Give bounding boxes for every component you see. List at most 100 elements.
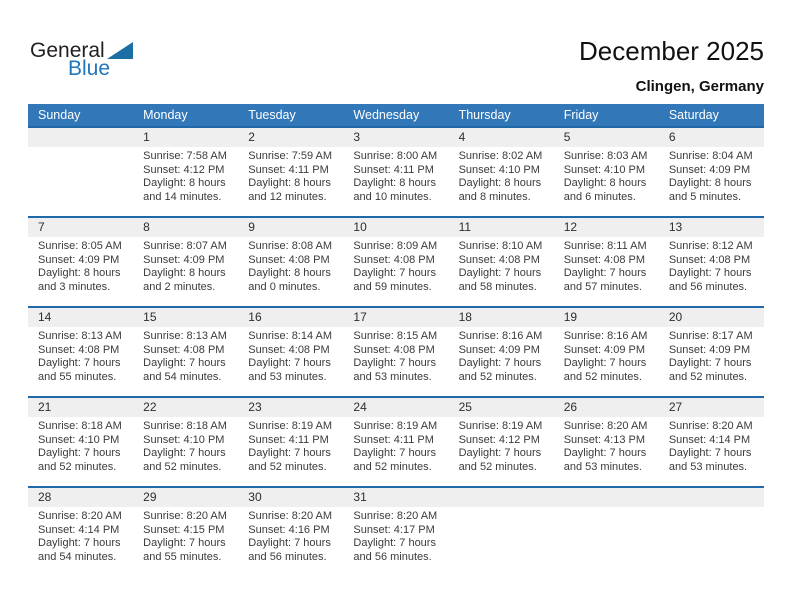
day-details: Sunrise: 8:18 AM Sunset: 4:10 PM Daylight:… [133, 417, 238, 474]
day-number-band: 8 [133, 218, 239, 237]
daylight-text-line2: and 52 minutes. [143, 460, 222, 473]
day-number: 23 [248, 400, 262, 414]
sunset-text: Sunset: 4:11 PM [248, 433, 329, 446]
day-cell: 9 Sunrise: 8:08 AM Sunset: 4:08 PM Daylight… [238, 216, 344, 307]
week-row: 14 Sunrise: 8:13 AM Sunset: 4:08 PM Dayligh… [28, 306, 764, 397]
day-number-band: 3 [343, 128, 449, 147]
daylight-text-line2: and 57 minutes. [563, 280, 642, 293]
day-number-band: 19 [553, 308, 659, 327]
sunrise-text: Sunrise: 8:20 AM [143, 510, 227, 522]
sunrise-text: Sunrise: 8:20 AM [248, 510, 333, 522]
empty-day-cell [658, 486, 764, 576]
sunrise-text: Sunrise: 8:19 AM [353, 420, 438, 432]
daylight-text-line2: and 54 minutes. [143, 370, 222, 383]
general-blue-logo: General Blue [30, 40, 133, 80]
sunrise-text: Sunrise: 8:17 AM [668, 330, 753, 342]
day-cell: 10 Sunrise: 8:09 AM Sunset: 4:08 PM Dayligh… [343, 216, 449, 307]
day-cell: 7 Sunrise: 8:05 AM Sunset: 4:09 PM Daylight… [28, 216, 134, 307]
empty-day-cell [28, 126, 134, 217]
sunrise-text: Sunrise: 8:19 AM [458, 420, 543, 432]
day-number: 31 [353, 490, 367, 504]
sunrise-text: Sunrise: 8:20 AM [38, 510, 122, 522]
sunset-text: Sunset: 4:15 PM [143, 523, 225, 536]
sunset-text: Sunset: 4:13 PM [563, 433, 646, 446]
day-number-band: 7 [28, 218, 134, 237]
daylight-text-line2: and 8 minutes. [458, 190, 531, 203]
daylight-text-line1: Daylight: 8 hours [143, 267, 226, 279]
sunrise-text: Sunrise: 8:05 AM [38, 240, 122, 252]
weekday-header-friday: Friday [553, 104, 659, 127]
daylight-text-line2: and 52 minutes. [668, 370, 748, 383]
sunrise-text: Sunrise: 8:08 AM [248, 240, 333, 252]
calendar-header: Sunday Monday Tuesday Wednesday Thursday… [28, 104, 764, 127]
daylight-text-line2: and 6 minutes. [563, 190, 636, 203]
daylight-text-line2: and 52 minutes. [353, 460, 432, 473]
day-cell: 17 Sunrise: 8:15 AM Sunset: 4:08 PM Dayligh… [343, 306, 449, 397]
day-details: Sunrise: 8:02 AM Sunset: 4:10 PM Daylight:… [449, 147, 554, 204]
day-number-band: 22 [133, 398, 239, 417]
day-details: Sunrise: 8:20 AM Sunset: 4:14 PM Daylight:… [28, 507, 133, 564]
sunrise-text: Sunrise: 8:14 AM [248, 330, 333, 342]
sunset-text: Sunset: 4:16 PM [248, 523, 330, 536]
day-number: 20 [668, 310, 683, 324]
day-cell: 23 Sunrise: 8:19 AM Sunset: 4:11 PM Dayligh… [238, 396, 344, 487]
day-number-band: 16 [238, 308, 344, 327]
day-number: 3 [353, 130, 361, 144]
daylight-text-line1: Daylight: 7 hours [563, 357, 647, 369]
day-number-band: 5 [553, 128, 659, 147]
day-number: 10 [353, 220, 367, 234]
daylight-text-line2: and 5 minutes. [668, 190, 741, 203]
sunset-text: Sunset: 4:11 PM [248, 163, 329, 176]
day-details: Sunrise: 8:09 AM Sunset: 4:08 PM Daylight:… [343, 237, 448, 294]
day-details: Sunrise: 8:20 AM Sunset: 4:17 PM Daylight:… [343, 507, 448, 564]
daylight-text-line2: and 53 minutes. [353, 370, 432, 383]
sunset-text: Sunset: 4:09 PM [143, 253, 225, 266]
sunset-text: Sunset: 4:08 PM [38, 343, 120, 356]
day-number: 5 [563, 130, 571, 144]
day-number: 12 [563, 220, 578, 234]
daylight-text-line2: and 53 minutes. [563, 460, 642, 473]
daylight-text-line2: and 52 minutes. [248, 460, 327, 473]
daylight-text-line1: Daylight: 8 hours [38, 267, 121, 279]
day-number-band [658, 488, 764, 507]
day-cell: 20 Sunrise: 8:17 AM Sunset: 4:09 PM Dayligh… [658, 306, 764, 397]
sunset-text: Sunset: 4:12 PM [143, 163, 225, 176]
day-cell: 6 Sunrise: 8:04 AM Sunset: 4:09 PM Daylight… [658, 126, 764, 217]
daylight-text-line2: and 14 minutes. [143, 190, 222, 203]
sunrise-text: Sunrise: 8:10 AM [458, 240, 543, 252]
sunset-text: Sunset: 4:09 PM [458, 343, 540, 356]
weekday-header-saturday: Saturday [658, 104, 764, 127]
day-details: Sunrise: 8:18 AM Sunset: 4:10 PM Daylight:… [28, 417, 133, 474]
weekday-header-thursday: Thursday [448, 104, 554, 127]
daylight-text-line2: and 0 minutes. [248, 280, 321, 293]
day-number-band: 28 [28, 488, 134, 507]
day-number: 8 [143, 220, 150, 234]
day-number-band: 15 [133, 308, 239, 327]
day-number: 24 [353, 400, 367, 414]
sunrise-text: Sunrise: 8:03 AM [563, 150, 648, 162]
sunset-text: Sunset: 4:09 PM [668, 163, 751, 176]
day-details: Sunrise: 8:12 AM Sunset: 4:08 PM Daylight:… [659, 237, 764, 294]
sunset-text: Sunset: 4:08 PM [563, 253, 646, 266]
day-details: Sunrise: 8:07 AM Sunset: 4:09 PM Daylight:… [133, 237, 238, 294]
week-row: 21 Sunrise: 8:18 AM Sunset: 4:10 PM Dayligh… [28, 396, 764, 487]
daylight-text-line1: Daylight: 7 hours [353, 447, 436, 459]
daylight-text-line1: Daylight: 8 hours [248, 267, 331, 279]
sunset-text: Sunset: 4:10 PM [458, 163, 540, 176]
daylight-text-line2: and 59 minutes. [353, 280, 432, 293]
daylight-text-line1: Daylight: 7 hours [38, 537, 121, 549]
day-number: 6 [668, 130, 676, 144]
day-cell: 19 Sunrise: 8:16 AM Sunset: 4:09 PM Dayligh… [553, 306, 659, 397]
sunrise-text: Sunrise: 8:00 AM [353, 150, 438, 162]
day-details: Sunrise: 8:19 AM Sunset: 4:12 PM Daylight:… [449, 417, 554, 474]
daylight-text-line2: and 53 minutes. [248, 370, 327, 383]
day-cell: 24 Sunrise: 8:19 AM Sunset: 4:11 PM Dayligh… [343, 396, 449, 487]
day-details: Sunrise: 8:15 AM Sunset: 4:08 PM Daylight:… [343, 327, 448, 384]
daylight-text-line1: Daylight: 7 hours [248, 447, 331, 459]
day-number: 7 [38, 220, 45, 234]
sunrise-text: Sunrise: 7:58 AM [143, 150, 227, 162]
sunset-text: Sunset: 4:11 PM [353, 163, 434, 176]
day-cell: 11 Sunrise: 8:10 AM Sunset: 4:08 PM Dayligh… [448, 216, 554, 307]
day-details: Sunrise: 7:59 AM Sunset: 4:11 PM Daylight:… [238, 147, 343, 204]
day-number-band [448, 488, 554, 507]
